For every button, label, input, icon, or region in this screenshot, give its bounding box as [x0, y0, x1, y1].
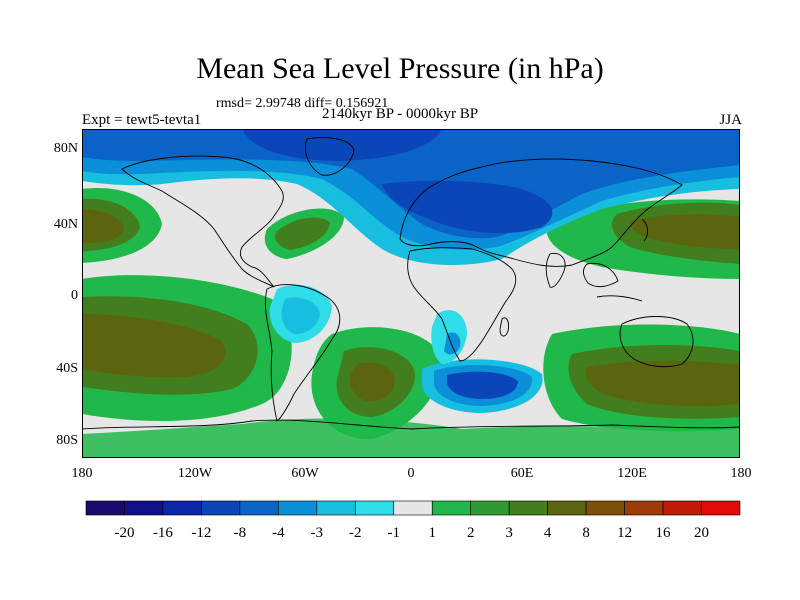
legend-label: -4	[272, 525, 285, 541]
season-label: JJA	[719, 112, 742, 128]
legend-label: -1	[388, 525, 401, 541]
legend-swatch	[393, 500, 433, 516]
legend-swatch	[316, 500, 356, 516]
legend-swatch	[85, 500, 125, 516]
legend-label: 8	[582, 525, 590, 541]
negative-fields	[82, 129, 740, 413]
map-frame	[82, 129, 740, 458]
period-text: 2140kyr BP - 0000kyr BP	[322, 106, 479, 122]
legend-label: 16	[656, 525, 672, 541]
legend-swatch	[124, 500, 164, 516]
legend-swatch	[431, 500, 472, 516]
legend-swatch	[201, 500, 241, 516]
lat-label-40s: 40S	[56, 361, 78, 376]
legend-label: -2	[349, 525, 362, 541]
lon-label-60w: 60W	[291, 466, 319, 481]
experiment-label: Expt = tewt5-tevta1	[82, 112, 202, 128]
lat-label-80n: 80N	[53, 141, 78, 156]
legend-swatch	[701, 500, 741, 516]
legend-swatch	[662, 500, 702, 516]
legend-swatch	[239, 500, 279, 516]
lat-label-0: 0	[71, 288, 78, 303]
lon-label-180e: 180	[730, 466, 752, 481]
lon-label-180w: 180	[71, 466, 93, 481]
legend-swatch	[470, 500, 510, 516]
legend-swatch	[585, 500, 625, 516]
northern-positive-fields	[82, 188, 740, 279]
legend-label: 1	[428, 525, 436, 541]
coastlines	[82, 137, 740, 430]
legend-swatch	[624, 500, 664, 516]
lat-label-80s: 80S	[56, 433, 78, 448]
legend-label: -20	[114, 525, 134, 541]
lat-label-40n: 40N	[53, 217, 78, 232]
legend-label: -3	[311, 525, 324, 541]
legend-label: 12	[617, 525, 632, 541]
legend-swatch	[354, 500, 395, 516]
map-title: Mean Sea Level Pressure (in hPa)	[196, 52, 604, 85]
legend-swatch	[162, 500, 202, 516]
lon-label-120w: 120W	[177, 466, 213, 481]
legend-label: 4	[544, 525, 552, 541]
lon-label-0: 0	[407, 466, 415, 481]
legend-swatch	[278, 500, 318, 516]
legend-label: 20	[694, 525, 709, 541]
legend-swatch	[508, 500, 548, 516]
legend-label: -16	[153, 525, 173, 541]
color-legend: -20 -16 -12 -8 -4 -3 -2 -1 1 2 3 4 8 12 16 20	[85, 500, 741, 541]
legend-label: -8	[234, 525, 247, 541]
lon-label-60e: 60E	[510, 466, 534, 481]
legend-label: -12	[191, 525, 211, 541]
legend-label: 3	[505, 525, 513, 541]
pressure-map	[82, 129, 740, 458]
lon-label-120e: 120E	[617, 466, 647, 481]
legend-swatch	[547, 500, 587, 516]
stats-text: rmsd= 2.99748 diff= 0.156921	[216, 96, 389, 111]
legend-label: 2	[467, 525, 475, 541]
southern-positive-fields	[82, 275, 740, 458]
